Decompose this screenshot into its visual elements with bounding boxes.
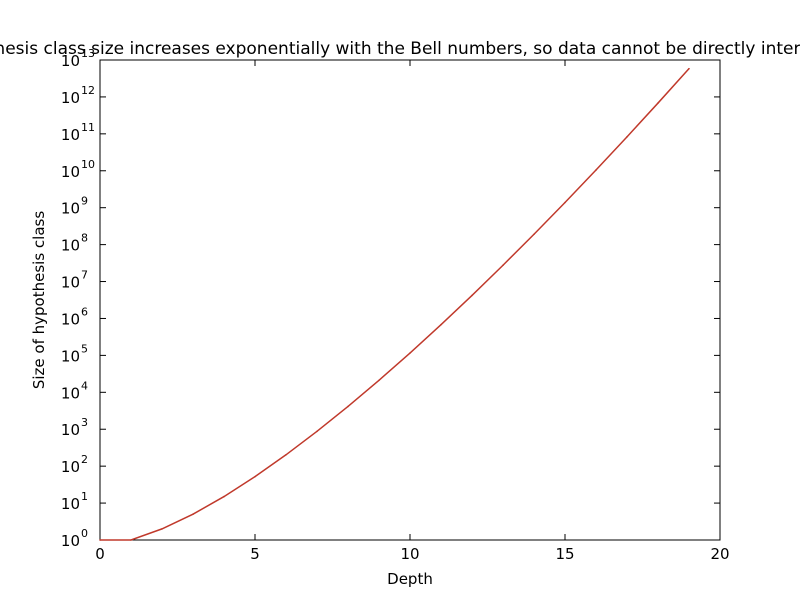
y-tick-label: 10 (61, 384, 80, 402)
y-tick-label: 10 (61, 200, 80, 218)
data-point (99, 539, 101, 541)
y-tick-label: 10 (61, 347, 80, 365)
data-point (440, 323, 442, 326)
x-tick-label: 10 (400, 545, 419, 563)
y-tick-exponent: 13 (81, 47, 95, 60)
y-tick-exponent: 8 (81, 232, 88, 245)
x-tick-label: 0 (95, 545, 105, 563)
data-point (657, 102, 659, 104)
series-layer (99, 67, 690, 541)
data-point (378, 379, 380, 382)
y-tick-label: 10 (61, 126, 80, 144)
y-axis-label: Size of hypothesis class (30, 211, 48, 389)
x-tick-label: 5 (250, 545, 260, 563)
y-tick-exponent: 11 (81, 121, 95, 134)
data-point (502, 264, 504, 267)
y-tick-exponent: 10 (81, 158, 95, 171)
y-tick-exponent: 3 (81, 416, 88, 429)
x-axis: 0 5 10 15 20 (95, 60, 730, 563)
data-point (285, 454, 287, 456)
data-point (192, 513, 194, 515)
y-tick-label: 10 (61, 532, 80, 550)
x-tick-label: 15 (555, 545, 574, 563)
data-point (471, 294, 473, 297)
x-axis-label: Depth (387, 570, 433, 588)
y-tick-label: 10 (61, 274, 80, 292)
y-tick-exponent: 6 (81, 305, 88, 318)
y-tick-exponent: 0 (81, 527, 88, 540)
data-point (130, 539, 132, 541)
y-tick-label: 10 (61, 52, 80, 70)
x-tick-label: 20 (710, 545, 729, 563)
data-point (161, 528, 163, 530)
data-point (347, 405, 349, 408)
y-tick-exponent: 2 (81, 453, 88, 466)
y-tick-label: 10 (61, 237, 80, 255)
plot-frame (99, 59, 721, 541)
data-point (223, 495, 225, 498)
y-tick-label: 10 (61, 310, 80, 328)
data-point (409, 352, 411, 354)
y-tick-exponent: 4 (81, 379, 88, 392)
data-point (533, 233, 535, 236)
y-tick-exponent: 7 (81, 269, 88, 282)
chart-title: Hypothesis class size increases exponent… (0, 39, 800, 59)
data-point (688, 67, 690, 70)
y-tick-label: 10 (61, 458, 80, 476)
y-tick-exponent: 1 (81, 490, 88, 503)
y-tick-label: 10 (61, 89, 80, 107)
y-tick-label: 10 (61, 163, 80, 181)
y-tick-exponent: 9 (81, 195, 88, 208)
data-point (626, 136, 628, 138)
y-tick-label: 10 (61, 495, 80, 513)
data-point (254, 475, 256, 478)
data-point (595, 169, 597, 171)
y-tick-exponent: 12 (81, 84, 95, 97)
series-line-0 (100, 68, 690, 541)
data-point (316, 430, 318, 433)
y-tick-exponent: 5 (81, 342, 88, 355)
y-tick-label: 10 (61, 421, 80, 439)
data-point (564, 201, 566, 204)
